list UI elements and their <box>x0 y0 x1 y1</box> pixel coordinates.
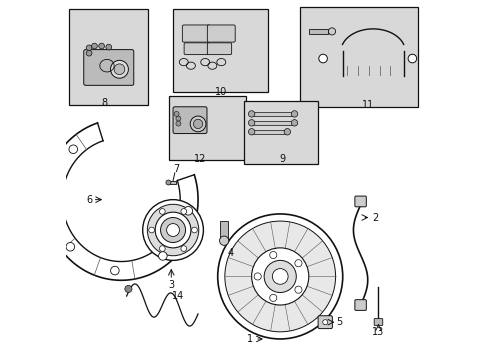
Text: 13: 13 <box>371 327 384 337</box>
Circle shape <box>407 54 416 63</box>
FancyBboxPatch shape <box>373 319 382 325</box>
Circle shape <box>181 208 186 214</box>
FancyBboxPatch shape <box>317 316 332 329</box>
Circle shape <box>190 116 205 132</box>
Circle shape <box>165 180 171 185</box>
Circle shape <box>294 286 302 293</box>
Circle shape <box>272 269 287 284</box>
Circle shape <box>217 214 342 339</box>
FancyBboxPatch shape <box>354 300 366 310</box>
FancyBboxPatch shape <box>251 121 294 125</box>
FancyBboxPatch shape <box>251 112 294 116</box>
Text: 7: 7 <box>172 164 179 174</box>
Circle shape <box>66 243 75 251</box>
Text: 8: 8 <box>101 98 107 108</box>
Circle shape <box>294 260 302 267</box>
Circle shape <box>174 111 179 116</box>
FancyBboxPatch shape <box>207 25 235 42</box>
FancyBboxPatch shape <box>308 29 328 33</box>
Circle shape <box>284 129 290 135</box>
Circle shape <box>291 111 297 117</box>
Circle shape <box>291 120 297 126</box>
Circle shape <box>69 145 78 154</box>
Text: 2: 2 <box>371 212 377 222</box>
Text: 5: 5 <box>335 317 342 327</box>
Circle shape <box>124 285 132 293</box>
Circle shape <box>269 252 276 258</box>
FancyBboxPatch shape <box>220 221 227 241</box>
Circle shape <box>86 50 92 56</box>
Circle shape <box>191 227 197 233</box>
Circle shape <box>86 45 92 51</box>
Circle shape <box>142 200 203 260</box>
Text: 3: 3 <box>168 280 174 291</box>
Text: 10: 10 <box>215 87 227 98</box>
Circle shape <box>99 43 104 49</box>
Circle shape <box>254 273 261 280</box>
Circle shape <box>219 236 228 246</box>
FancyBboxPatch shape <box>251 130 287 134</box>
Circle shape <box>114 64 124 75</box>
Circle shape <box>159 246 165 251</box>
Text: 1: 1 <box>246 334 252 344</box>
Circle shape <box>248 129 254 135</box>
Circle shape <box>106 44 111 50</box>
Text: 12: 12 <box>193 154 205 164</box>
Circle shape <box>224 221 335 332</box>
Circle shape <box>160 217 185 243</box>
Circle shape <box>155 212 190 248</box>
FancyBboxPatch shape <box>207 43 231 55</box>
FancyBboxPatch shape <box>173 107 206 134</box>
Circle shape <box>49 193 58 202</box>
FancyBboxPatch shape <box>244 102 317 164</box>
Text: 11: 11 <box>361 100 373 110</box>
Circle shape <box>148 227 154 233</box>
Circle shape <box>147 204 198 256</box>
Text: 9: 9 <box>278 154 285 164</box>
FancyBboxPatch shape <box>173 9 267 93</box>
FancyBboxPatch shape <box>168 181 176 184</box>
Circle shape <box>322 320 327 325</box>
Text: 4: 4 <box>227 248 234 258</box>
FancyBboxPatch shape <box>184 43 208 55</box>
Circle shape <box>248 111 254 117</box>
Text: 14: 14 <box>172 291 184 301</box>
Circle shape <box>159 208 165 214</box>
Circle shape <box>269 294 276 301</box>
Circle shape <box>181 246 186 251</box>
Circle shape <box>158 252 167 260</box>
FancyBboxPatch shape <box>299 7 417 107</box>
FancyBboxPatch shape <box>182 25 210 42</box>
Circle shape <box>176 121 181 126</box>
Circle shape <box>110 60 128 78</box>
Circle shape <box>318 54 326 63</box>
FancyBboxPatch shape <box>83 50 134 85</box>
Text: 6: 6 <box>86 195 92 204</box>
Circle shape <box>183 207 192 215</box>
FancyBboxPatch shape <box>69 9 148 105</box>
FancyBboxPatch shape <box>354 196 366 207</box>
Circle shape <box>166 224 179 237</box>
Circle shape <box>251 248 308 305</box>
Circle shape <box>110 266 119 275</box>
Circle shape <box>91 43 97 49</box>
Circle shape <box>248 120 254 126</box>
Circle shape <box>176 116 181 121</box>
Circle shape <box>328 28 335 35</box>
Circle shape <box>193 119 203 129</box>
FancyBboxPatch shape <box>169 96 246 160</box>
Circle shape <box>264 260 296 293</box>
